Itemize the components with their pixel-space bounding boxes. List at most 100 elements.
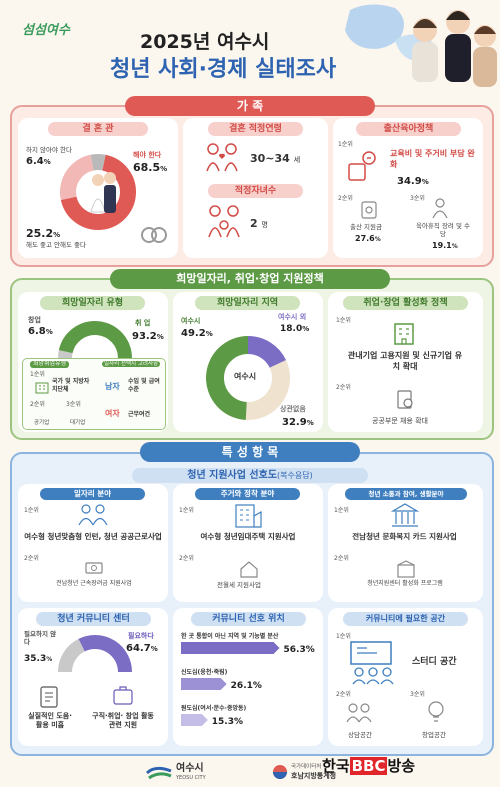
job-type-title: 희망일자리 유형: [40, 296, 145, 310]
slice-yeosu: [206, 336, 249, 420]
job-r1-item: 국가 및 지방자치단체: [52, 378, 90, 393]
culture-building-icon: [390, 503, 420, 527]
center-building-icon: [397, 560, 415, 578]
pref-col2-rank2: 2순위: [179, 555, 194, 562]
header: 섬섬여수 2025년 여수시 청년 사회·경제 실태조사: [0, 0, 500, 100]
birth-rank1: 1순위: [338, 141, 353, 148]
birth-policy-title: 출산육아정책: [356, 122, 461, 136]
space-rank1: 1순위: [336, 633, 351, 640]
job-region-yeosu-pct: 49.2%: [181, 328, 213, 339]
job-region-any-pct: 32.9%: [282, 417, 314, 428]
marriage-must-pct: 68.5%: [133, 161, 168, 174]
space-rank2: 2순위: [336, 691, 351, 698]
baby-care-icon: [432, 198, 448, 219]
center-no-label: 필요하지 않다: [24, 630, 57, 646]
document-search-icon: [397, 390, 413, 409]
city-logo: 섬섬여수: [22, 23, 70, 38]
year-title: 2025년 여수시: [140, 31, 270, 53]
building-icon: [35, 382, 49, 394]
job-policy-title: 취업·창업 활성화 정책: [343, 296, 468, 310]
job-region-outside-label: 여수시 외: [278, 313, 307, 321]
slice-must: [60, 154, 136, 230]
job-seek-icon: [113, 686, 133, 705]
space-rank3: 3순위: [410, 691, 425, 698]
family-section-header: 가 족: [125, 96, 375, 116]
people-group-icon: [78, 504, 108, 526]
center-halfdonut: [58, 635, 132, 673]
bar-label: 한 곳 통합이 아닌 지역 및 기능별 분산: [181, 632, 279, 640]
birth-pct3: 19.1%: [432, 241, 458, 250]
center-yes-label: 필요하다: [128, 632, 154, 640]
family-icon: [208, 205, 240, 238]
space-item3: 창업공간: [422, 731, 446, 739]
pref-col2-item2: 전월세 지원사업: [217, 581, 261, 589]
money-icon: [361, 201, 377, 219]
marriage-shouldnot-label: 하지 않아야 한다: [26, 146, 72, 154]
special-section-header: 특 성 항 목: [140, 442, 360, 462]
slice-any: [245, 360, 290, 420]
slice-startup: [58, 350, 73, 359]
marriage-donut: [60, 154, 136, 230]
pref-col1-item1: 여수형 청년맞춤형 인턴, 청년 공공근로사업: [24, 532, 162, 541]
job-consider2: 근무여건: [128, 411, 151, 418]
birth-rank2: 2순위: [338, 195, 353, 202]
slice-no: [58, 638, 86, 673]
birth-item1: 교육비 및 주거비 부담 완화: [390, 149, 475, 169]
pref-col3-title: 청년 소통과 참여, 생활분야: [345, 488, 467, 500]
apartment-icon: [235, 504, 262, 528]
children-value: 2 명: [250, 217, 268, 230]
job-policy-card: [328, 292, 483, 432]
slice-shouldnot: [90, 154, 106, 171]
bar-label: 원도심(여서·문수·중앙동): [181, 704, 247, 712]
footer-city: 여수시: [176, 763, 204, 774]
center-yes-pct: 64.7%: [126, 643, 158, 654]
job-policy-rank1: 1순위: [336, 317, 351, 324]
birth-rank3: 3순위: [410, 195, 425, 202]
bar: [181, 678, 227, 690]
pref-col1-rank1: 1순위: [24, 507, 39, 514]
bar: [181, 642, 280, 654]
marriage-must-label: 해야 한다: [133, 151, 162, 159]
slice-outside: [247, 336, 286, 369]
marriage-title: 결 혼 관: [48, 122, 148, 136]
job-gender-female: 여자: [105, 409, 120, 418]
footer-city-en: YEOSU CITY: [176, 775, 206, 781]
footer-stat2: 호남지방통계청: [291, 772, 337, 780]
counseling-icon: [346, 703, 372, 723]
statistics-logo-icon: [273, 765, 287, 779]
study-room-icon: [350, 641, 394, 685]
job-region-center: 여수시: [234, 372, 257, 381]
marriage-shouldnot-pct: 6.4%: [26, 156, 51, 167]
center-no-pct: 35.3%: [24, 654, 53, 664]
bar-label: 신도심(웅천·죽림): [181, 668, 228, 676]
job-region-outside-pct: 18.0%: [280, 324, 310, 334]
community-center-title: 청년 커뮤니티 센터: [36, 612, 151, 626]
clipboard-icon: [40, 686, 58, 708]
birth-pct2: 27.6%: [355, 234, 381, 243]
people-illustration: [412, 10, 497, 87]
job-r3-item: 대기업: [70, 420, 86, 426]
pref-col3-item2: 청년지원센터 활성화 프로그램: [367, 580, 443, 587]
job-job-label: 취 업: [135, 319, 151, 327]
birth-item3: 육아휴직 장려 및 수당: [415, 222, 471, 238]
job-region-donut: [206, 336, 290, 420]
job-inner-title1: 희망취업유형: [30, 360, 70, 368]
pref-col2-title: 주거와 정착 분야: [195, 488, 300, 500]
community-center-card: [18, 608, 168, 746]
pref-col1-item2: 전남청년 근속장려금 지원사업: [56, 580, 132, 587]
money-stack-icon: [85, 562, 103, 574]
pref-col2-item1: 여수형 청년임대주택 지원사업: [200, 532, 296, 541]
space-item2: 상담공간: [348, 731, 372, 739]
job-inner-title2: 일자리 선택시 고려사항: [102, 361, 161, 368]
yeosu-logo-icon: [145, 766, 172, 780]
slice-job: [58, 321, 132, 359]
job-r2-item: 공기업: [34, 420, 50, 426]
bar: [181, 714, 208, 726]
pref-col3-rank1: 1순위: [334, 507, 349, 514]
slice-either: [60, 154, 95, 200]
jobs-section-header: 희망일자리, 취업·창업 지원정책: [110, 269, 390, 289]
pref-col1-title: 일자리 분야: [40, 488, 145, 500]
couple-heart-icon: [206, 143, 238, 172]
pref-col2-card: [173, 484, 323, 602]
bar-value: 26.1%: [231, 681, 262, 691]
